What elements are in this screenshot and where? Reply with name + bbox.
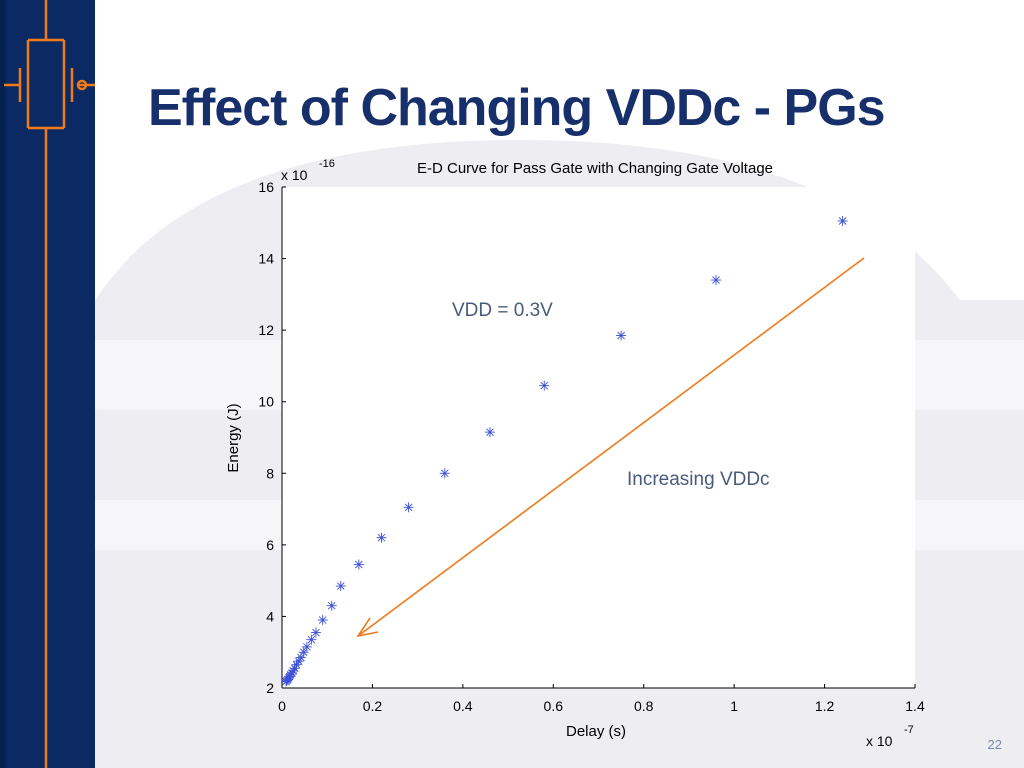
y-tick-label: 14 [258,251,274,267]
x-tick-label: 0.4 [453,698,473,714]
data-point [326,600,337,611]
vdd-annotation: VDD = 0.3V [452,300,553,321]
y-exponent: -16 [319,158,335,170]
y-tick-label: 10 [258,394,274,410]
data-point [403,502,414,513]
data-point [317,615,328,626]
y-multiplier-base: x 10 [281,167,308,183]
data-point [484,427,495,438]
transistor-logo-icon [4,0,95,768]
y-tick-label: 8 [266,465,274,481]
x-tick-label: 1.4 [905,698,925,714]
y-axis-label: Energy (J) [225,403,242,472]
y-tick-label: 16 [258,179,274,195]
x-exponent: -7 [904,724,914,736]
y-multiplier: x 10 [281,167,308,183]
x-tick-label: 1 [730,698,738,714]
plot-area [282,187,915,688]
slide-title: Effect of Changing VDDc - PGs [148,79,886,137]
arrow-head-icon [356,617,379,638]
x-tick-label: 0.8 [634,698,654,714]
y-tick-label: 4 [266,608,274,624]
x-axis-label: Delay (s) [566,723,626,740]
sidebar-edge [0,0,6,768]
x-tick-label: 1.2 [815,698,835,714]
data-point [616,330,627,341]
data-point [376,532,387,543]
x-tick-label: 0.6 [544,698,564,714]
y-tick-label: 12 [258,322,274,338]
chart-title: E-D Curve for Pass Gate with Changing Ga… [417,160,773,177]
increasing-vddc-annotation: Increasing VDDc [627,469,770,490]
data-point [837,215,848,226]
x-tick-label: 0 [278,698,286,714]
tick-marks: 0 0.2 0.4 0.6 0.8 1 1.2 1.4 2 4 6 8 10 12 14 16 [258,179,925,714]
sidebar [0,0,95,768]
increasing-vddc-arrow [357,257,865,637]
y-tick-label: 6 [266,537,274,553]
x-tick-label: 0.2 [363,698,383,714]
data-point [353,559,364,570]
data-point [439,468,450,479]
data-point [306,634,317,645]
page-number: 22 [987,737,1002,752]
data-point [539,380,550,391]
data-points [281,215,848,687]
x-multiplier: x 10 [866,733,893,749]
x-multiplier-base: x 10 [866,733,893,749]
data-point [335,581,346,592]
data-point [281,676,292,687]
data-point [310,627,321,638]
data-point [711,275,722,286]
y-tick-label: 2 [266,680,274,696]
data-point [298,647,309,658]
axes [281,187,915,689]
data-point [301,641,312,652]
